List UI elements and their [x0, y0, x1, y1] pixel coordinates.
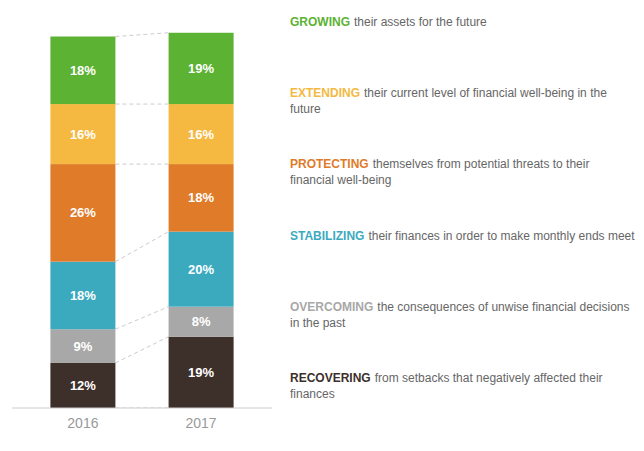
- baseline: [12, 408, 272, 409]
- legend-entry: STABILIZING their finances in order to ma…: [290, 229, 635, 243]
- chart: 12% 19% 9% 8% 18% 20% 26% 18% 16% 16% 18% 19% 2016 20…: [0, 0, 644, 451]
- legend-entry: OVERCOMING the consequences of unwise fin…: [290, 300, 630, 314]
- legend-word: PROTECTING: [290, 157, 369, 171]
- legend-description: themselves from potential threats to the…: [373, 157, 590, 171]
- legend-entry: GROWING their assets for the future: [290, 15, 487, 29]
- data-label: 18%: [188, 190, 214, 205]
- connector-line: [115, 337, 168, 363]
- category-label: 2017: [186, 415, 217, 431]
- connector-line: [115, 104, 168, 105]
- data-label: 19%: [188, 61, 214, 76]
- data-label: 16%: [188, 127, 214, 142]
- bar-segment: [169, 307, 234, 337]
- bar-segment: [50, 262, 115, 330]
- bar-segment: [169, 337, 234, 408]
- data-label: 26%: [70, 205, 96, 220]
- connector-line: [115, 164, 168, 165]
- category-label: 2016: [67, 415, 98, 431]
- connector-line: [115, 33, 168, 37]
- legend-description: their assets for the future: [354, 15, 487, 29]
- bar-segment: [50, 104, 115, 164]
- data-label: 12%: [70, 378, 96, 393]
- legend-word: RECOVERING: [290, 371, 371, 385]
- connector-line: [115, 232, 168, 262]
- data-labels: 12% 19% 9% 8% 18% 20% 26% 18% 16% 16% 18% 19%: [70, 61, 215, 393]
- data-label: 8%: [192, 314, 211, 329]
- legend-description: finances: [290, 387, 335, 401]
- legend-description: financial well-being: [290, 173, 391, 187]
- data-label: 20%: [188, 262, 214, 277]
- legend-word: OVERCOMING: [290, 300, 373, 314]
- data-label: 18%: [70, 288, 96, 303]
- legend-description: the consequences of unwise financial dec…: [377, 300, 629, 314]
- legend-description: from setbacks that negatively affected t…: [375, 371, 603, 385]
- bars: [50, 33, 233, 408]
- bar-segment: [50, 329, 115, 363]
- legend: GROWING their assets for the future EXTEND…: [290, 15, 635, 401]
- connectors: [115, 33, 168, 408]
- legend-word: STABILIZING: [290, 229, 364, 243]
- legend-description: their finances in order to make monthly …: [368, 229, 635, 243]
- legend-entry: PROTECTING themselves from potential thre…: [290, 157, 589, 171]
- data-label: 16%: [70, 127, 96, 142]
- bar-segment: [169, 33, 234, 104]
- bar-segment: [50, 164, 115, 262]
- legend-word: EXTENDING: [290, 86, 360, 100]
- legend-description: future: [290, 102, 321, 116]
- bar-segment: [169, 232, 234, 307]
- data-label: 18%: [70, 63, 96, 78]
- bar-segment: [169, 104, 234, 164]
- legend-description: in the past: [290, 316, 346, 330]
- bar-segment: [50, 363, 115, 408]
- legend-entry: RECOVERING from setbacks that negatively …: [290, 371, 603, 385]
- bar-segment: [169, 164, 234, 232]
- legend-entry: EXTENDING their current level of financia…: [290, 86, 607, 100]
- bar-segment: [50, 37, 115, 105]
- connector-line: [115, 307, 168, 330]
- legend-word: GROWING: [290, 15, 350, 29]
- legend-description: their current level of financial well-be…: [364, 86, 607, 100]
- data-label: 9%: [74, 339, 93, 354]
- data-label: 19%: [188, 365, 214, 380]
